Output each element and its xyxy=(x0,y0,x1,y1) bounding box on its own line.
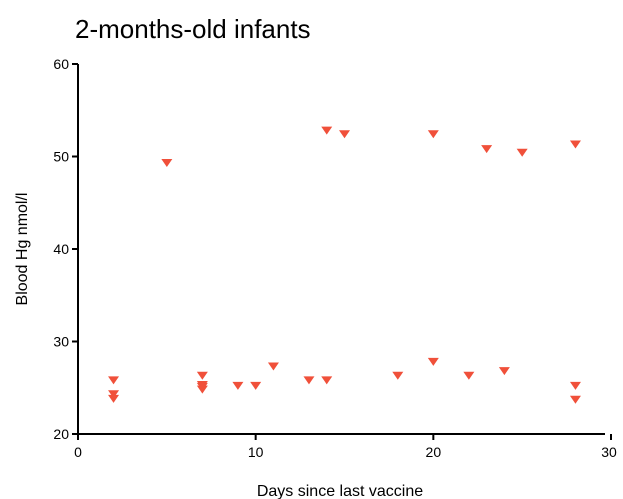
x-axis-title: Days since last vaccine xyxy=(257,483,423,499)
data-point xyxy=(427,357,439,366)
data-point xyxy=(108,394,120,403)
data-point xyxy=(481,145,493,154)
x-tick-label: 0 xyxy=(74,444,82,460)
y-tick-label: 40 xyxy=(53,241,69,257)
y-tick-label: 60 xyxy=(53,56,69,72)
data-point xyxy=(161,158,173,167)
y-tick-label: 50 xyxy=(53,149,69,165)
points-layer xyxy=(108,126,581,404)
data-point xyxy=(321,376,333,385)
x-axis-ticks: 0 10 20 30 xyxy=(74,434,617,460)
data-point xyxy=(250,381,262,390)
x-tick-label: 20 xyxy=(426,444,442,460)
data-point xyxy=(498,367,510,376)
data-point xyxy=(569,395,581,404)
data-point xyxy=(232,381,244,390)
y-axis-ticks: 20 30 40 50 60 xyxy=(53,56,78,442)
data-point xyxy=(339,130,350,139)
data-point xyxy=(303,376,315,385)
data-point xyxy=(569,140,581,149)
data-point xyxy=(569,381,581,390)
y-tick-label: 20 xyxy=(53,426,69,442)
chart-title: 2-months-old infants xyxy=(75,14,311,44)
data-point xyxy=(196,385,208,394)
data-point xyxy=(267,362,279,371)
data-point xyxy=(463,371,475,380)
data-point xyxy=(427,130,439,139)
x-tick-label: 30 xyxy=(601,444,617,460)
y-axis-title: Blood Hg nmol/l xyxy=(14,193,31,306)
data-point xyxy=(196,371,208,380)
data-point xyxy=(108,390,120,399)
data-point xyxy=(392,371,404,380)
x-tick-label: 10 xyxy=(248,444,264,460)
data-point xyxy=(108,376,120,385)
y-tick-label: 30 xyxy=(53,334,69,350)
data-point xyxy=(321,126,333,135)
data-point xyxy=(516,148,528,157)
